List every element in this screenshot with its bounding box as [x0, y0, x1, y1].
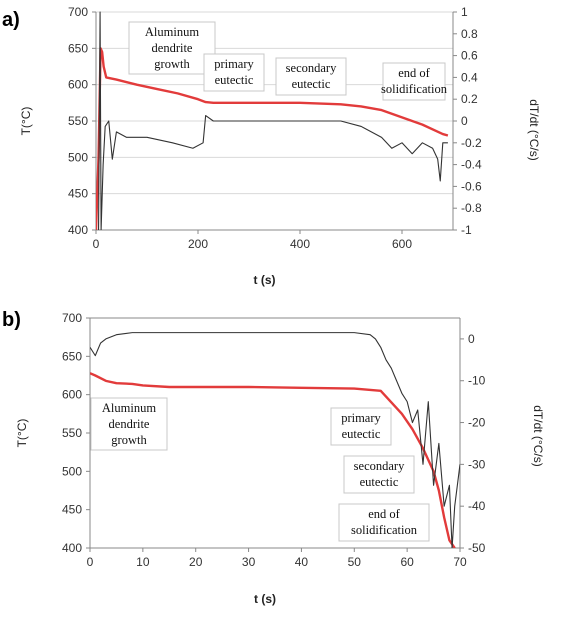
x-tick-label: 30: [242, 555, 256, 569]
annotation-text: Aluminum: [102, 401, 156, 415]
x-axis-label: t (s): [254, 273, 276, 287]
x-axis-label: t (s): [254, 592, 276, 606]
annotation-text: secondary: [286, 61, 337, 75]
chart-panel-a: 400 450 500 550 600 650 700 -1 -0.8 -0.6 -0.4 -0.2 0…: [2, 5, 541, 287]
cooling-rate-curve: [90, 332, 460, 548]
panel-label: a): [2, 9, 20, 31]
annotation-box: [203, 53, 265, 92]
x-tick-label: 400: [290, 237, 310, 251]
y2-tick-label: -30: [468, 457, 486, 471]
y2-axis-label: dT/dt (°C/s): [531, 405, 545, 466]
x-tick-label: 0: [87, 555, 94, 569]
y2-tick-label: -40: [468, 499, 486, 513]
panel-label: b): [2, 309, 21, 331]
y2-tick-label: 0.4: [461, 70, 478, 84]
x-tick-label: 60: [400, 555, 414, 569]
y2-tick-label: -0.4: [461, 158, 482, 172]
y2-tick-label: 0.6: [461, 49, 478, 63]
y-tick-label: 600: [68, 78, 88, 92]
temperature-curve: [96, 47, 449, 230]
annotation-text: eutectic: [342, 427, 381, 441]
chart-panel-b: 400 450 500 550 600 650 700 -50 -40 -30 -20 -10 0 0 10…: [2, 309, 545, 606]
y-tick-label: 450: [62, 503, 82, 517]
y2-tick-label: -0.6: [461, 179, 482, 193]
x-tick-label: 600: [392, 237, 412, 251]
y2-tick-label: -10: [468, 374, 486, 388]
annotation-box: [330, 407, 392, 446]
y2-axis-label: dT/dt (°C/s): [527, 99, 541, 160]
annotation-box: [275, 57, 347, 96]
x-tick-label: 0: [93, 237, 100, 251]
x-tick-label: 200: [188, 237, 208, 251]
y2-tick-label: -1: [461, 223, 472, 237]
y-axis-label: T(°C): [19, 107, 33, 136]
annotation-text: solidification: [381, 82, 448, 96]
y-axis-label: T(°C): [15, 419, 29, 448]
y-tick-label: 450: [68, 187, 88, 201]
annotation-text: primary: [214, 57, 254, 71]
x-tick-label: 50: [348, 555, 362, 569]
y2-tick-label: -50: [468, 541, 486, 555]
y2-tick-label: 0: [468, 332, 475, 346]
annotation-box: [382, 62, 446, 101]
y2-tick-label: -20: [468, 416, 486, 430]
y-tick-label: 500: [62, 464, 82, 478]
annotation-text: growth: [154, 57, 190, 71]
y2-tick-label: 1: [461, 5, 468, 19]
y-tick-label: 650: [62, 349, 82, 363]
annotation-text: secondary: [354, 459, 405, 473]
y-tick-label: 400: [62, 541, 82, 555]
annotation-box: [128, 21, 216, 75]
annotation-text: dendrite: [152, 41, 193, 55]
y2-tick-label: -0.8: [461, 201, 482, 215]
annotation-text: Aluminum: [145, 25, 199, 39]
annotation-text: eutectic: [215, 73, 254, 87]
annotation-text: dendrite: [109, 417, 150, 431]
y-tick-label: 400: [68, 223, 88, 237]
y-tick-label: 700: [62, 311, 82, 325]
x-tick-label: 10: [136, 555, 150, 569]
y2-tick-label: 0.2: [461, 92, 478, 106]
annotation-text: eutectic: [292, 77, 331, 91]
y2-tick-label: 0.8: [461, 27, 478, 41]
annotation-text: growth: [111, 433, 147, 447]
annotation-text: end of: [398, 66, 430, 80]
y-tick-label: 550: [62, 426, 82, 440]
y2-tick-label: 0: [461, 114, 468, 128]
annotation-text: solidification: [351, 523, 418, 537]
x-tick-label: 70: [453, 555, 467, 569]
temperature-curve: [90, 372, 456, 548]
annotation-box: [343, 455, 415, 494]
annotation-box: [338, 503, 430, 542]
y-tick-label: 700: [68, 5, 88, 19]
y2-tick-label: -0.2: [461, 136, 482, 150]
annotation-box: [90, 397, 168, 451]
y-tick-label: 600: [62, 388, 82, 402]
annotation-text: end of: [368, 507, 400, 521]
y-tick-label: 650: [68, 41, 88, 55]
annotation-text: primary: [341, 411, 381, 425]
annotation-text: eutectic: [360, 475, 399, 489]
x-tick-label: 20: [189, 555, 203, 569]
cooling-rate-curve: [98, 11, 448, 230]
x-tick-label: 40: [295, 555, 309, 569]
y-tick-label: 550: [68, 114, 88, 128]
y-tick-label: 500: [68, 150, 88, 164]
